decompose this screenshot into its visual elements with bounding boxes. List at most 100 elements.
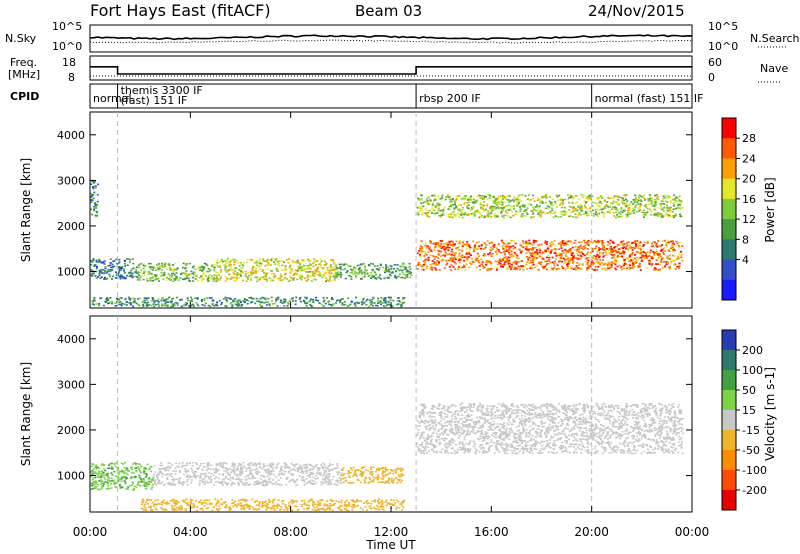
scatter-cell [635, 243, 637, 246]
scatter-cell [119, 276, 122, 278]
scatter-cell [564, 268, 567, 271]
scatter-cell [490, 255, 493, 257]
scatter-cell [660, 203, 663, 205]
scatter-cell [148, 266, 151, 268]
scatter-cell [554, 201, 557, 203]
scatter-cell [497, 197, 500, 199]
scatter-cell [627, 212, 630, 214]
scatter-cell [616, 213, 619, 216]
scatter-cell [615, 259, 618, 262]
scatter-cell [616, 195, 619, 197]
scatter-cell [147, 481, 150, 483]
scatter-cell [98, 274, 101, 277]
scatter-cell [566, 262, 569, 265]
scatter-cell [431, 207, 434, 209]
scatter-cell [526, 247, 529, 249]
scatter-cell [534, 255, 537, 257]
scatter-cell [410, 272, 412, 274]
scatter-cell [156, 476, 159, 478]
scatter-cell [481, 216, 484, 218]
scatter-cell [443, 259, 446, 261]
scatter-cell [597, 209, 600, 211]
scatter-cell [489, 246, 492, 249]
scatter-cell [260, 478, 263, 480]
scatter-cell [396, 264, 399, 266]
scatter-cell [579, 262, 582, 265]
scatter-cell [384, 305, 387, 308]
scatter-cell [239, 473, 242, 475]
scatter-cell [233, 279, 236, 282]
scatter-cell [484, 215, 486, 217]
scatter-cell [509, 262, 512, 265]
scatter-cell [93, 191, 96, 194]
scatter-cell [628, 213, 631, 215]
scatter-cell [256, 481, 258, 484]
scatter-cell [598, 212, 601, 215]
scatter-cell [597, 266, 600, 268]
scatter-cell [454, 215, 457, 217]
scatter-cell [334, 277, 337, 279]
scatter-cell [599, 248, 602, 250]
scatter-cell [135, 486, 138, 489]
scatter-cell [281, 469, 284, 472]
scatter-cell [127, 296, 130, 299]
scatter-cell [639, 244, 642, 247]
scatter-cell [284, 268, 287, 270]
scatter-cell [259, 297, 262, 300]
scatter-cell [568, 209, 571, 211]
scatter-cell [666, 207, 669, 210]
scatter-cell [344, 277, 347, 280]
freq-label-2: [MHz] [8, 68, 40, 81]
scatter-cell [235, 473, 238, 476]
scatter-cell [100, 464, 103, 466]
scatter-cell [353, 303, 356, 305]
scatter-cell [246, 258, 249, 261]
scatter-cell [316, 477, 319, 480]
scatter-cell [284, 265, 287, 268]
scatter-cell [545, 256, 548, 259]
scatter-cell [637, 199, 640, 202]
scatter-cell [669, 208, 672, 210]
scatter-cell [100, 470, 103, 473]
scatter-cell [458, 258, 461, 261]
scatter-cell [143, 270, 146, 272]
scatter-cell [379, 300, 382, 302]
scatter-cell [671, 260, 674, 262]
scatter-cell [520, 265, 523, 267]
scatter-cell [458, 246, 461, 248]
scatter-cell [202, 267, 205, 270]
scatter-cell [446, 246, 449, 249]
scatter-cell [602, 263, 605, 266]
scatter-cell [140, 479, 143, 481]
scatter-cell [219, 464, 222, 466]
scatter-cell [619, 215, 622, 218]
scatter-cell [218, 300, 221, 302]
scatter-cell [143, 299, 146, 302]
scatter-cell [302, 299, 305, 302]
scatter-cell [305, 297, 308, 300]
scatter-cell [452, 254, 455, 257]
scatter-cell [303, 269, 306, 271]
scatter-cell [656, 246, 659, 248]
scatter-cell [658, 244, 661, 247]
scatter-cell [554, 210, 557, 213]
scatter-cell [450, 240, 453, 242]
scatter-cell [287, 471, 290, 474]
scatter-cell [202, 478, 205, 480]
scatter-cell [127, 272, 130, 274]
scatter-cell [590, 263, 593, 265]
scatter-cell [591, 205, 594, 207]
scatter-cell [339, 478, 342, 481]
scatter-cell [489, 209, 492, 211]
scatter-cell [550, 244, 553, 247]
scatter-cell [188, 273, 191, 276]
scatter-cell [90, 183, 93, 185]
scatter-cell [528, 239, 531, 242]
scatter-cell [677, 256, 679, 258]
scatter-cell [563, 211, 566, 214]
scatter-cell [144, 482, 147, 485]
scatter-cell [634, 262, 637, 264]
scatter-cell [419, 209, 421, 212]
scatter-cell [462, 197, 465, 200]
scatter-cell [161, 481, 164, 483]
